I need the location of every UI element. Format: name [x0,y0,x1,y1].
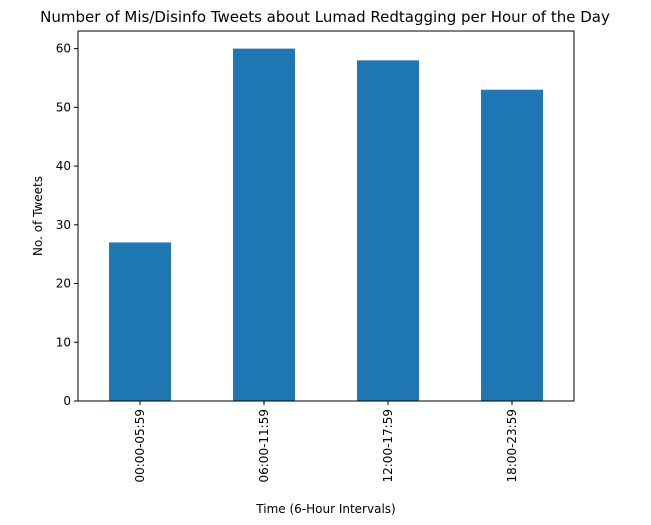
y-tick-label: 20 [56,277,71,291]
y-axis: 0 10 20 30 40 50 60 [56,42,78,408]
x-axis: 00:00-05:59 06:00-11:59 12:00-17:59 18:00-2… [133,401,519,483]
bar-00:00-05:59 [109,242,171,401]
chart-title: Number of Mis/Disinfo Tweets about Lumad… [40,8,610,26]
y-tick-label: 60 [56,42,71,56]
y-tick-label: 50 [56,100,71,114]
y-tick-label: 10 [56,335,71,349]
x-tick-label: 06:00-11:59 [257,409,271,483]
bar-06:00-11:59 [233,48,295,401]
y-tick-label: 30 [56,218,71,232]
x-tick-label: 18:00-23:59 [505,409,519,483]
x-tick-label: 12:00-17:59 [381,409,395,483]
x-axis-label: Time (6-Hour Intervals) [255,502,395,516]
x-tick-label: 00:00-05:59 [133,409,147,483]
y-tick-label: 40 [56,159,71,173]
plot-frame [77,30,575,402]
bar-12:00-17:59 [357,60,419,401]
bars-group [109,48,543,401]
y-tick-label: 0 [63,394,71,408]
y-axis-label: No. of Tweets [31,176,45,256]
bar-18:00-23:59 [481,89,543,401]
